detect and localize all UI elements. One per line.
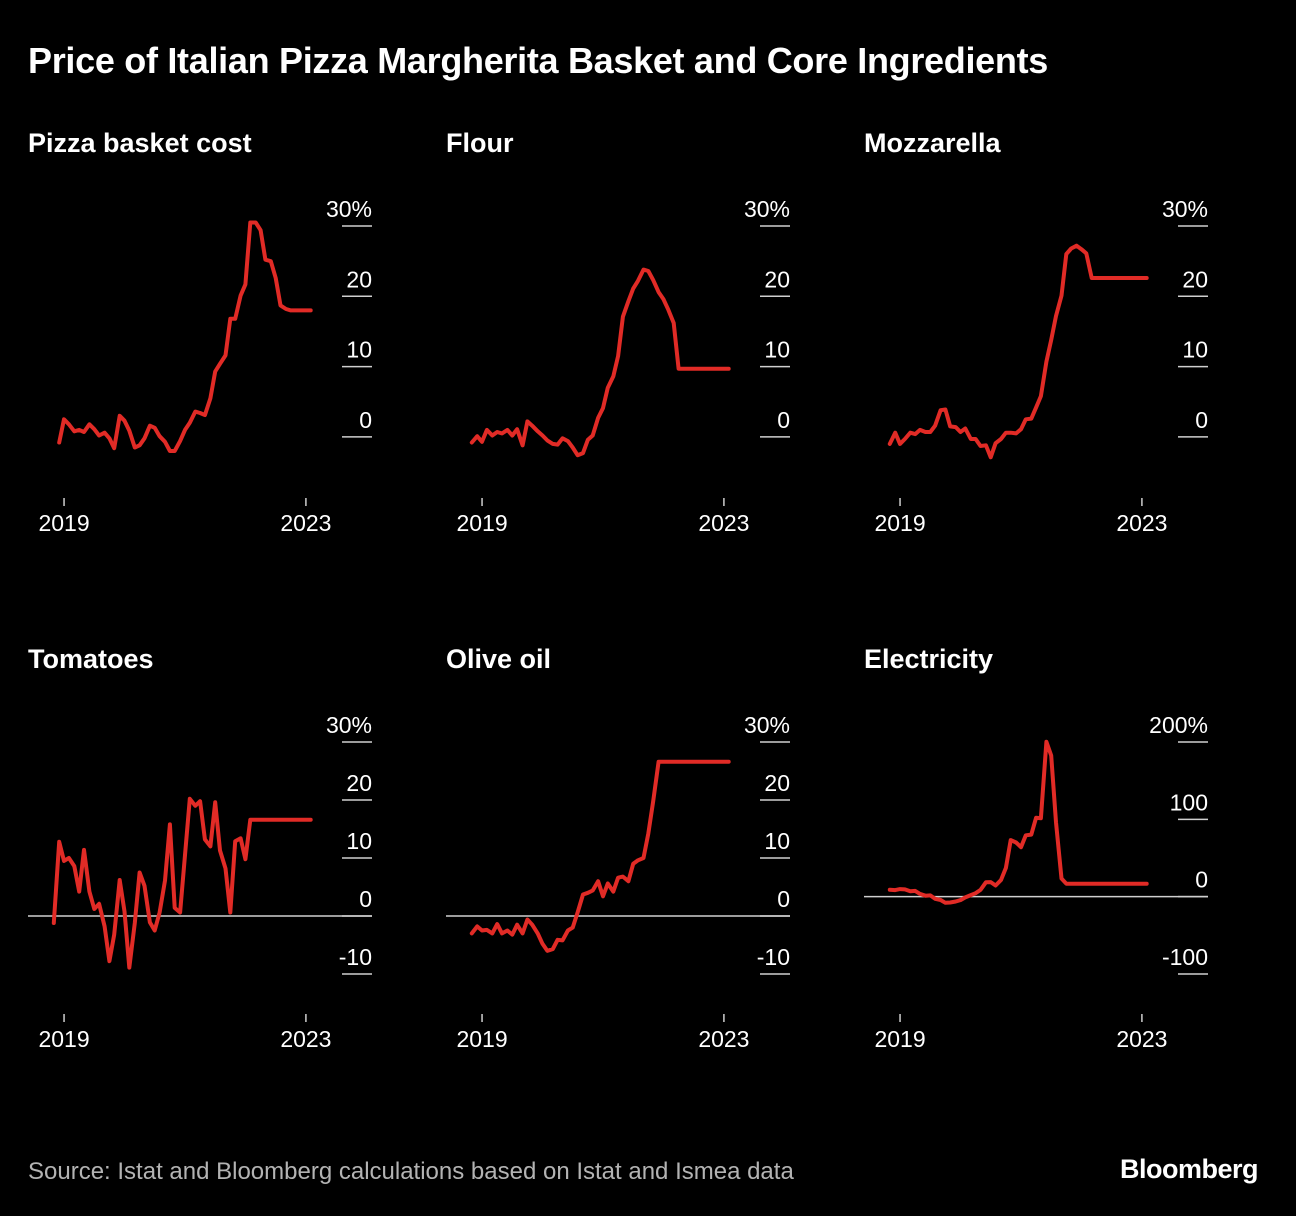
x-tick-label: 2023	[1116, 1026, 1167, 1052]
series-line	[469, 267, 731, 458]
x-tick-label: 2019	[874, 1026, 925, 1052]
panel-title: Tomatoes	[28, 644, 154, 674]
y-tick-label: -10	[339, 944, 372, 970]
y-tick-label: 0	[359, 886, 372, 912]
y-tick-label: 30%	[744, 712, 790, 738]
panel-title: Olive oil	[446, 644, 552, 674]
x-tick-label: 2023	[280, 510, 331, 536]
x-tick-label: 2019	[38, 510, 89, 536]
y-tick-label: 0	[777, 407, 790, 433]
y-tick-label: 20	[764, 266, 790, 292]
chart-svg: -100 0 100 200% 2019 2023	[864, 712, 1208, 1052]
chart-svg: 0 10 20 30% 2019 2023	[874, 196, 1208, 536]
y-tick-label: 0	[1195, 407, 1208, 433]
y-tick-label: -100	[1162, 944, 1208, 970]
panel-title: Electricity	[864, 644, 994, 674]
panel-mozzarella: Mozzarella 0 10 20 30% 2019 2023	[864, 128, 1244, 568]
chart-title: Price of Italian Pizza Margherita Basket…	[28, 40, 1048, 81]
panel-flour: Flour 0 10 20 30% 2019 2023	[446, 128, 826, 568]
series-line	[887, 243, 1149, 460]
x-tick-label: 2019	[456, 1026, 507, 1052]
panel-tomatoes: Tomatoes -10 0 10 20 30% 2019 2023	[28, 644, 408, 1084]
y-tick-label: 0	[359, 407, 372, 433]
panel-title: Pizza basket cost	[28, 128, 252, 158]
x-tick-label: 2023	[1116, 510, 1167, 536]
x-tick-label: 2019	[456, 510, 507, 536]
y-tick-label: 20	[1182, 266, 1208, 292]
series-line	[469, 759, 731, 953]
series-line	[57, 220, 313, 453]
x-tick-label: 2019	[38, 1026, 89, 1052]
source-note: Source: Istat and Bloomberg calculations…	[28, 1158, 794, 1185]
y-tick-label: 20	[346, 770, 372, 796]
y-tick-label: 20	[346, 266, 372, 292]
panel-title: Flour	[446, 128, 514, 158]
panel-olive-oil: Olive oil -10 0 10 20 30% 2019 2023	[446, 644, 826, 1084]
x-tick-label: 2023	[698, 1026, 749, 1052]
y-tick-label: 30%	[1162, 196, 1208, 222]
y-tick-label: 10	[764, 828, 790, 854]
y-tick-label: 30%	[744, 196, 790, 222]
y-tick-label: 10	[1182, 337, 1208, 363]
bloomberg-logo: Bloomberg	[1119, 1154, 1259, 1184]
x-tick-label: 2019	[874, 510, 925, 536]
y-tick-label: 30%	[326, 196, 372, 222]
y-tick-label: 30%	[326, 712, 372, 738]
chart-svg: -10 0 10 20 30% 2019 2023	[28, 712, 372, 1052]
series-line	[51, 796, 313, 970]
y-tick-label: 10	[764, 337, 790, 363]
y-tick-label: 10	[346, 828, 372, 854]
panel-pizza-basket-cost: Pizza basket cost 0 10 20 30% 2019 2023	[28, 128, 408, 568]
y-tick-label: 0	[1195, 867, 1208, 893]
y-tick-label: -10	[757, 944, 790, 970]
panel-title: Mozzarella	[864, 128, 1001, 158]
chart-svg: 0 10 20 30% 2019 2023	[456, 196, 790, 536]
series-line	[887, 739, 1149, 905]
panel-electricity: Electricity -100 0 100 200% 2019 2023	[864, 644, 1244, 1084]
y-tick-label: 0	[777, 886, 790, 912]
x-tick-label: 2023	[280, 1026, 331, 1052]
y-tick-label: 100	[1170, 789, 1208, 815]
y-tick-label: 10	[346, 337, 372, 363]
chart-svg: 0 10 20 30% 2019 2023	[38, 196, 372, 536]
y-tick-label: 20	[764, 770, 790, 796]
x-tick-label: 2023	[698, 510, 749, 536]
y-tick-label: 200%	[1149, 712, 1208, 738]
chart-svg: -10 0 10 20 30% 2019 2023	[446, 712, 790, 1052]
